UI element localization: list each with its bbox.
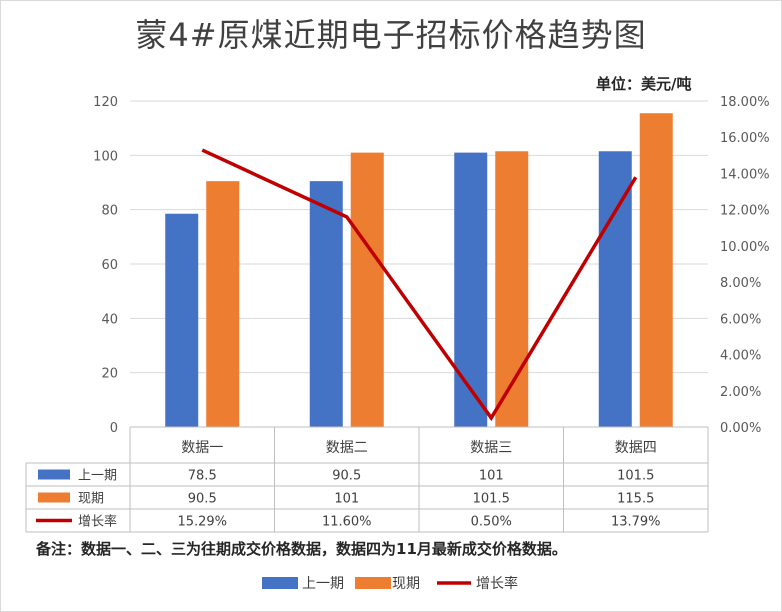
- table-legend-key-上一期: [38, 469, 70, 480]
- y-left-tick-label: 120: [93, 95, 118, 110]
- y-left-tick-label: 20: [101, 367, 118, 382]
- y-right-tick-label: 18.00%: [720, 95, 770, 110]
- bar-现期-数据二: [350, 152, 384, 427]
- legend-label: 上一期: [302, 576, 344, 592]
- y-right-tick-label: 6.00%: [720, 312, 761, 327]
- table-legend-key-现期: [38, 492, 70, 503]
- bar-现期-数据一: [206, 181, 240, 427]
- y-right-tick-label: 12.00%: [720, 204, 770, 219]
- bar-上一期-数据二: [309, 181, 343, 427]
- category-label: 数据二: [326, 440, 368, 456]
- legend-key-现期: [355, 577, 391, 589]
- table-value-上一期-数据三: 101: [479, 469, 504, 484]
- legend-key-上一期: [262, 577, 298, 589]
- y-right-tick-label: 14.00%: [720, 167, 770, 182]
- category-label: 数据三: [470, 440, 512, 456]
- table-series-name: 增长率: [78, 514, 117, 530]
- table-value-现期-数据一: 90.5: [188, 492, 217, 507]
- y-left-tick-label: 100: [93, 149, 118, 164]
- bar-上一期-数据四: [598, 151, 632, 427]
- unit-label: 单位：美元/吨: [596, 75, 692, 93]
- y-right-tick-label: 4.00%: [720, 349, 761, 364]
- table-value-增长率-数据四: 13.79%: [611, 515, 661, 530]
- table-series-name: 上一期: [78, 469, 117, 484]
- line-series-增长率: [201, 148, 638, 422]
- category-label: 数据四: [615, 440, 657, 456]
- y-left-tick-label: 60: [101, 258, 118, 273]
- y-left-tick-label: 80: [101, 204, 118, 219]
- table-value-上一期-数据二: 90.5: [332, 469, 361, 484]
- bar-上一期-数据三: [454, 152, 488, 427]
- y-right-tick-label: 8.00%: [720, 276, 761, 291]
- table-series-name: 现期: [78, 492, 104, 507]
- legend-label: 增长率: [476, 575, 518, 592]
- table-value-现期-数据三: 101.5: [473, 492, 510, 507]
- table-value-增长率-数据二: 11.60%: [322, 515, 372, 530]
- y-left-tick-label: 40: [101, 312, 118, 327]
- category-label: 数据一: [181, 440, 223, 456]
- table-value-增长率-数据三: 0.50%: [471, 515, 512, 530]
- table-value-上一期-数据一: 78.5: [188, 469, 217, 484]
- chart-title: 蒙4#原煤近期电子招标价格趋势图: [135, 16, 647, 54]
- chart-note: 备注：数据一、二、三为往期成交价格数据，数据四为11月最新成交价格数据。: [36, 540, 567, 558]
- y-right-tick-label: 10.00%: [720, 240, 770, 255]
- table-value-上一期-数据四: 101.5: [617, 469, 654, 484]
- y-right-tick-label: 16.00%: [720, 131, 770, 146]
- y-right-tick-label: 2.00%: [720, 385, 761, 400]
- bar-上一期-数据一: [165, 213, 199, 427]
- y-left-tick-label: 0: [110, 421, 118, 436]
- table-value-增长率-数据一: 15.29%: [177, 515, 227, 530]
- y-right-tick-label: 0.00%: [720, 421, 761, 436]
- bar-现期-数据四: [639, 113, 673, 427]
- legend-label: 现期: [392, 576, 420, 592]
- table-value-现期-数据四: 115.5: [617, 492, 654, 507]
- table-value-现期-数据二: 101: [334, 492, 359, 507]
